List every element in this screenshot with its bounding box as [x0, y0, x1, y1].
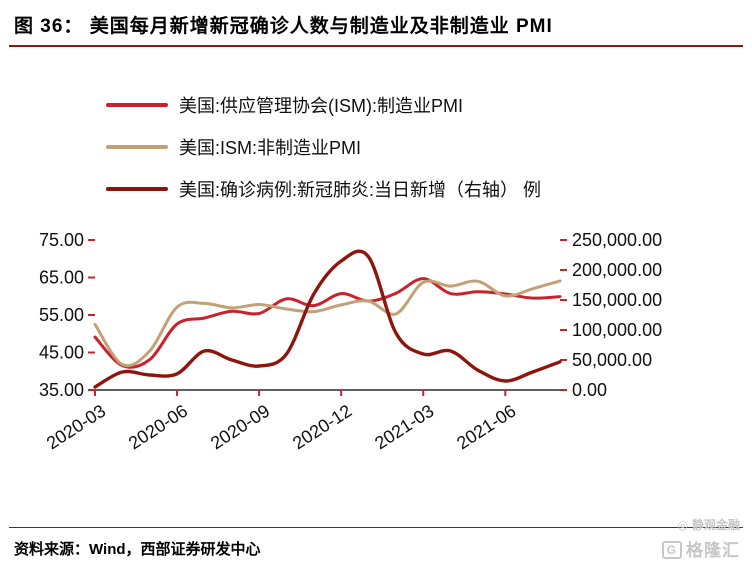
left-axis-tick-label: 65.00 — [39, 268, 84, 288]
x-axis-tick-label: 2021-06 — [453, 401, 519, 454]
x-axis-tick-label: 2021-03 — [371, 401, 437, 454]
legend-line-swatch-covid — [106, 187, 168, 191]
right-axis-tick-label: 100,000.00 — [572, 320, 662, 340]
left-axis-tick-label: 75.00 — [39, 230, 84, 250]
right-axis-tick-label: 200,000.00 — [572, 260, 662, 280]
chart-legend: 美国:供应管理协会(ISM):制造业PMI 美国:ISM:非制造业PMI 美国:… — [106, 94, 541, 200]
nonmanufacturing-pmi-line — [93, 279, 562, 368]
title-divider — [9, 45, 743, 47]
camera-icon: ◎ — [677, 517, 688, 532]
footer-divider — [9, 527, 743, 528]
right-axis-tick-label: 250,000.00 — [572, 230, 662, 250]
pmi-covid-line-chart: 75.00 65.00 55.00 45.00 35.00 250,000.00 200,0… — [39, 230, 662, 454]
legend-label-covid: 美国:确诊病例:新冠肺炎:当日新增（右轴） 例 — [179, 180, 542, 200]
gelonghui-logo-icon: G — [661, 541, 682, 559]
source-note: 资料来源：Wind，西部证券研发中心 — [14, 538, 261, 559]
right-axis-tick-label: 0.00 — [572, 380, 607, 400]
left-axis-tick-label: 35.00 — [39, 380, 84, 400]
watermark-brand-text: 静观金融 — [691, 518, 740, 532]
figure-title: 图 36： 美国每月新增新冠确诊人数与制造业及非制造业 PMI — [14, 16, 553, 37]
right-axis-tick-label: 50,000.00 — [572, 350, 652, 370]
right-axis-tick-label: 150,000.00 — [572, 290, 662, 310]
x-axis-tick-label: 2020-12 — [289, 401, 355, 454]
source-text: Wind，西部证券研发中心 — [89, 541, 261, 558]
left-axis-tick-label: 45.00 — [39, 343, 84, 363]
source-label: 资料来源： — [14, 541, 90, 558]
x-axis-tick-label: 2020-03 — [43, 401, 109, 454]
legend-item-covid-new-cases: 美国:确诊病例:新冠肺炎:当日新增（右轴） 例 — [106, 178, 541, 200]
manufacturing-pmi-line — [93, 277, 562, 369]
watermark-brand-line: ◎ 静观金融 — [662, 516, 741, 533]
legend-item-nonmanufacturing-pmi: 美国:ISM:非制造业PMI — [106, 136, 541, 158]
x-axis-tick-label: 2020-06 — [125, 401, 191, 454]
legend-line-swatch-manufacturing — [106, 103, 168, 107]
watermark: ◎ 静观金融 G 格隆汇 — [661, 516, 741, 561]
x-axis-tick-label: 2020-09 — [207, 401, 273, 454]
watermark-site-line: G 格隆汇 — [661, 536, 740, 561]
legend-label-nonmanufacturing: 美国:ISM:非制造业PMI — [179, 138, 362, 158]
legend-line-swatch-nonmanufacturing — [106, 145, 168, 149]
left-axis-tick-label: 55.00 — [39, 305, 84, 325]
legend-label-manufacturing: 美国:供应管理协会(ISM):制造业PMI — [179, 96, 463, 116]
covid-daily-new-cases-line — [93, 249, 562, 389]
watermark-site-text: 格隆汇 — [686, 541, 740, 560]
legend-item-manufacturing-pmi: 美国:供应管理协会(ISM):制造业PMI — [106, 94, 541, 116]
